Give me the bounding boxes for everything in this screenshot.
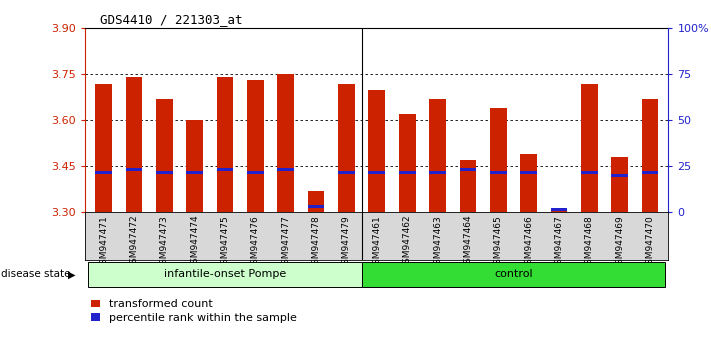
Text: GSM947476: GSM947476 [251,215,260,269]
Bar [520,154,537,212]
Bar [156,99,173,212]
Bar [95,84,112,212]
Text: GSM947465: GSM947465 [494,215,503,269]
Bar [186,171,203,174]
Bar [399,114,415,212]
Bar [88,262,362,287]
Bar [581,171,598,174]
Text: GSM947474: GSM947474 [190,215,199,269]
Text: GSM947467: GSM947467 [555,215,564,269]
Bar [399,171,415,174]
Text: GDS4410 / 221303_at: GDS4410 / 221303_at [100,13,242,26]
Bar [277,74,294,212]
Bar [520,171,537,174]
Bar [490,108,507,212]
Text: GSM947477: GSM947477 [282,215,290,269]
Text: GSM947462: GSM947462 [402,215,412,269]
Bar [308,191,324,212]
Bar [338,84,355,212]
Bar [642,99,658,212]
Text: control: control [494,269,533,279]
Bar [338,171,355,174]
Bar [95,171,112,174]
Text: GSM947461: GSM947461 [373,215,381,269]
Bar [126,78,142,212]
Bar [308,205,324,208]
Bar [459,168,476,171]
Bar [459,160,476,212]
Text: GSM947468: GSM947468 [585,215,594,269]
Bar [362,262,665,287]
Bar [490,171,507,174]
Bar [368,171,385,174]
Bar [611,174,628,177]
Text: GSM947479: GSM947479 [342,215,351,269]
Text: GSM947472: GSM947472 [129,215,139,269]
Bar [277,168,294,171]
Text: GSM947466: GSM947466 [524,215,533,269]
Bar [247,171,264,174]
Text: GSM947463: GSM947463 [433,215,442,269]
Bar [581,84,598,212]
Bar [217,168,233,171]
Bar [368,90,385,212]
Text: GSM947478: GSM947478 [311,215,321,269]
Bar [156,171,173,174]
Text: GSM947469: GSM947469 [615,215,624,269]
Text: GSM947464: GSM947464 [464,215,472,269]
Bar [217,78,233,212]
Bar [186,120,203,212]
Bar [429,171,446,174]
Bar [642,171,658,174]
Text: GSM947471: GSM947471 [99,215,108,269]
Text: ▶: ▶ [68,269,75,279]
Text: GSM947473: GSM947473 [160,215,169,269]
Text: GSM947470: GSM947470 [646,215,655,269]
Bar [611,157,628,212]
Bar [126,168,142,171]
Bar [551,209,567,212]
Bar [551,208,567,211]
Bar [247,80,264,212]
Text: infantile-onset Pompe: infantile-onset Pompe [164,269,286,279]
Text: disease state: disease state [1,269,71,279]
Bar [429,99,446,212]
Text: GSM947475: GSM947475 [220,215,230,269]
Legend: transformed count, percentile rank within the sample: transformed count, percentile rank withi… [91,299,296,323]
